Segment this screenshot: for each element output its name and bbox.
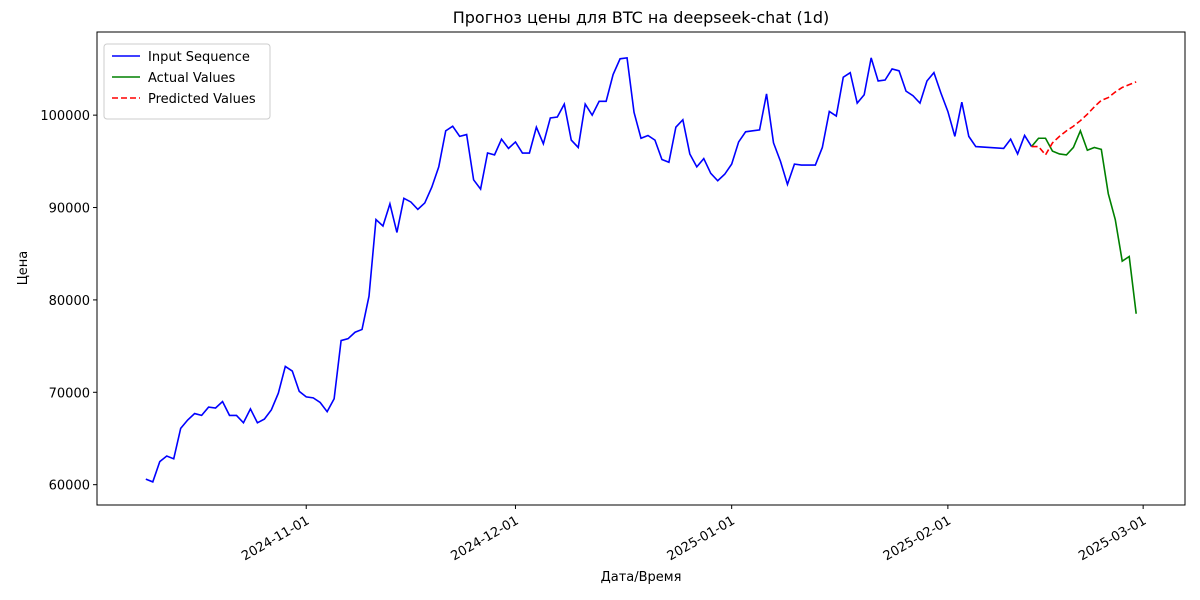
chart-title: Прогноз цены для BTC на deepseek-chat (1… xyxy=(453,8,830,27)
y-axis-label: Цена xyxy=(16,251,31,286)
x-axis-label: Дата/Время xyxy=(601,570,682,585)
y-tick-label: 70000 xyxy=(49,386,90,401)
legend-label: Input Sequence xyxy=(148,50,250,65)
series-line xyxy=(1031,81,1137,157)
y-tick-label: 100000 xyxy=(40,109,90,124)
series-line xyxy=(1030,128,1137,314)
legend-label: Actual Values xyxy=(148,71,236,86)
y-tick-label: 80000 xyxy=(49,294,90,309)
legend-box xyxy=(103,43,271,120)
legend-label: Predicted Values xyxy=(148,92,256,107)
plot-frame xyxy=(96,31,1186,506)
y-tick-label: 90000 xyxy=(49,202,90,217)
series-line xyxy=(145,56,1033,483)
legend: Input Sequence Actual Values Predicted Val… xyxy=(103,43,271,120)
y-tick-label: 60000 xyxy=(49,479,90,494)
